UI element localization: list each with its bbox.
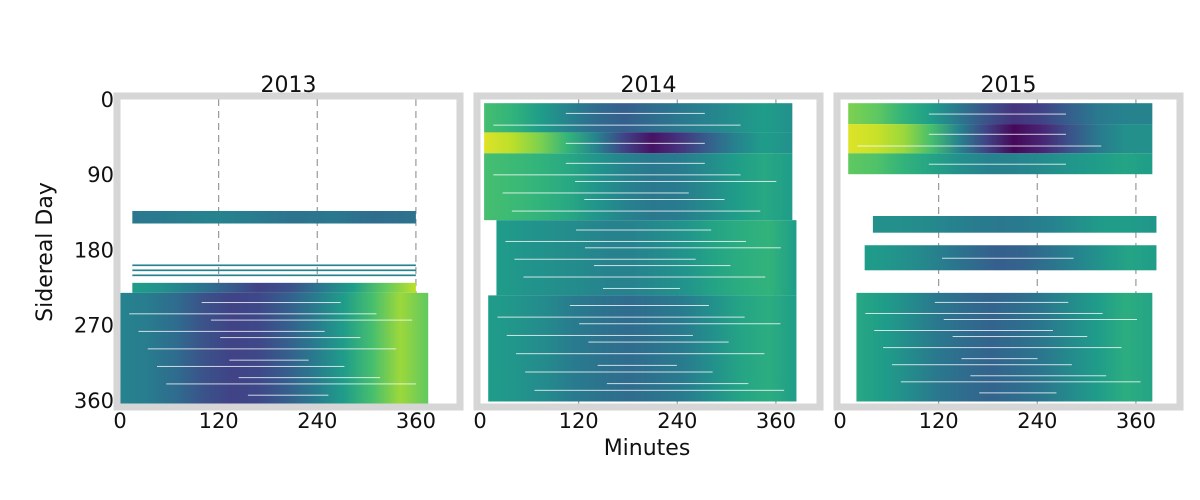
data-gap — [523, 276, 766, 278]
data-gap — [891, 364, 1072, 366]
panel-title: 2014 — [621, 73, 677, 98]
x-tick-label: 120 — [919, 409, 959, 433]
data-gap — [514, 258, 696, 260]
x-tick-label: 0 — [833, 409, 846, 433]
y-tick-label: 90 — [87, 163, 114, 187]
data-gap — [857, 145, 1102, 147]
data-gap — [597, 364, 677, 366]
data-gap — [575, 180, 777, 182]
data-gap — [565, 142, 705, 144]
y-tick-label: 180 — [74, 238, 114, 262]
x-tick-label: 240 — [1017, 409, 1057, 433]
heatmap-block — [132, 282, 416, 293]
data-gap — [565, 112, 705, 114]
data-gap — [900, 381, 1141, 383]
x-axis-label: Minutes — [604, 436, 691, 461]
heatmap-block — [496, 220, 797, 296]
data-gap — [970, 375, 1107, 377]
panel-frame — [833, 92, 1184, 411]
data-gap — [201, 302, 341, 304]
heatmap-block — [484, 153, 793, 221]
data-gap — [493, 124, 741, 126]
data-gap — [229, 359, 309, 361]
data-gap — [941, 257, 1074, 259]
panel-2015: 2015 0 120 240 360 — [833, 73, 1184, 433]
data-gap — [166, 383, 416, 385]
data-gap — [928, 133, 1066, 135]
heatmap-block — [872, 215, 1157, 233]
panel-frame — [473, 92, 824, 411]
data-gap — [493, 174, 741, 176]
data-gap — [220, 337, 361, 339]
x-tick-label: 120 — [199, 409, 239, 433]
data-gap — [928, 163, 1066, 165]
x-tick-label: 240 — [297, 409, 337, 433]
data-gap — [579, 323, 781, 325]
data-gap — [238, 377, 381, 379]
y-tick-label: 270 — [74, 314, 114, 338]
x-tick-label: 0 — [473, 409, 486, 433]
data-gap — [534, 389, 785, 391]
data-gap — [593, 265, 731, 267]
data-gap — [584, 247, 781, 249]
data-gap — [511, 210, 761, 212]
data-gap — [575, 229, 712, 231]
data-gap — [129, 313, 377, 315]
panel-frame — [113, 92, 464, 411]
heatmap-block — [132, 269, 416, 272]
data-gap — [506, 334, 693, 336]
data-gap — [979, 392, 1057, 394]
data-gap — [588, 341, 729, 343]
data-gap — [569, 305, 709, 306]
heatmap-block — [488, 295, 797, 402]
data-gap — [525, 371, 713, 373]
data-gap — [952, 336, 1088, 338]
heatmap-block — [848, 124, 1153, 154]
x-tick-label: 0 — [113, 409, 126, 433]
y-axis-label: Sidereal Day — [33, 182, 58, 322]
x-tick-label: 360 — [756, 409, 796, 433]
data-gap — [515, 353, 765, 355]
data-gap — [502, 192, 689, 194]
data-gap — [602, 287, 681, 289]
y-tick-label: 0 — [101, 88, 114, 112]
x-tick-label: 360 — [1116, 409, 1156, 433]
data-gap — [147, 348, 397, 350]
heatmap-block — [132, 210, 416, 224]
data-gap — [865, 312, 1103, 314]
data-gap — [210, 319, 413, 321]
data-gap — [497, 316, 745, 318]
panel-title: 2013 — [261, 73, 317, 98]
data-gap — [584, 199, 725, 200]
x-tick-label: 360 — [396, 409, 436, 433]
heatmap-block — [132, 274, 416, 277]
data-gap — [928, 113, 1066, 115]
panel-2014: 2014 0 120 240 360 — [473, 73, 824, 433]
data-gap — [943, 319, 1137, 320]
data-gap — [156, 365, 345, 367]
heatmap-block — [484, 103, 793, 133]
data-gap — [874, 330, 1053, 331]
data-gap — [565, 162, 705, 164]
x-tick-label: 240 — [657, 409, 697, 433]
data-gap — [505, 240, 747, 242]
data-gap — [606, 383, 749, 385]
y-tick-label: 360 — [74, 389, 114, 413]
data-gap — [961, 358, 1038, 360]
data-gap — [247, 394, 329, 396]
data-gap — [934, 301, 1069, 303]
x-tick-label: 120 — [559, 409, 599, 433]
data-gap — [883, 347, 1122, 349]
heatmap-block — [132, 264, 416, 267]
panel-title: 2015 — [981, 73, 1037, 98]
data-gap — [138, 330, 325, 332]
